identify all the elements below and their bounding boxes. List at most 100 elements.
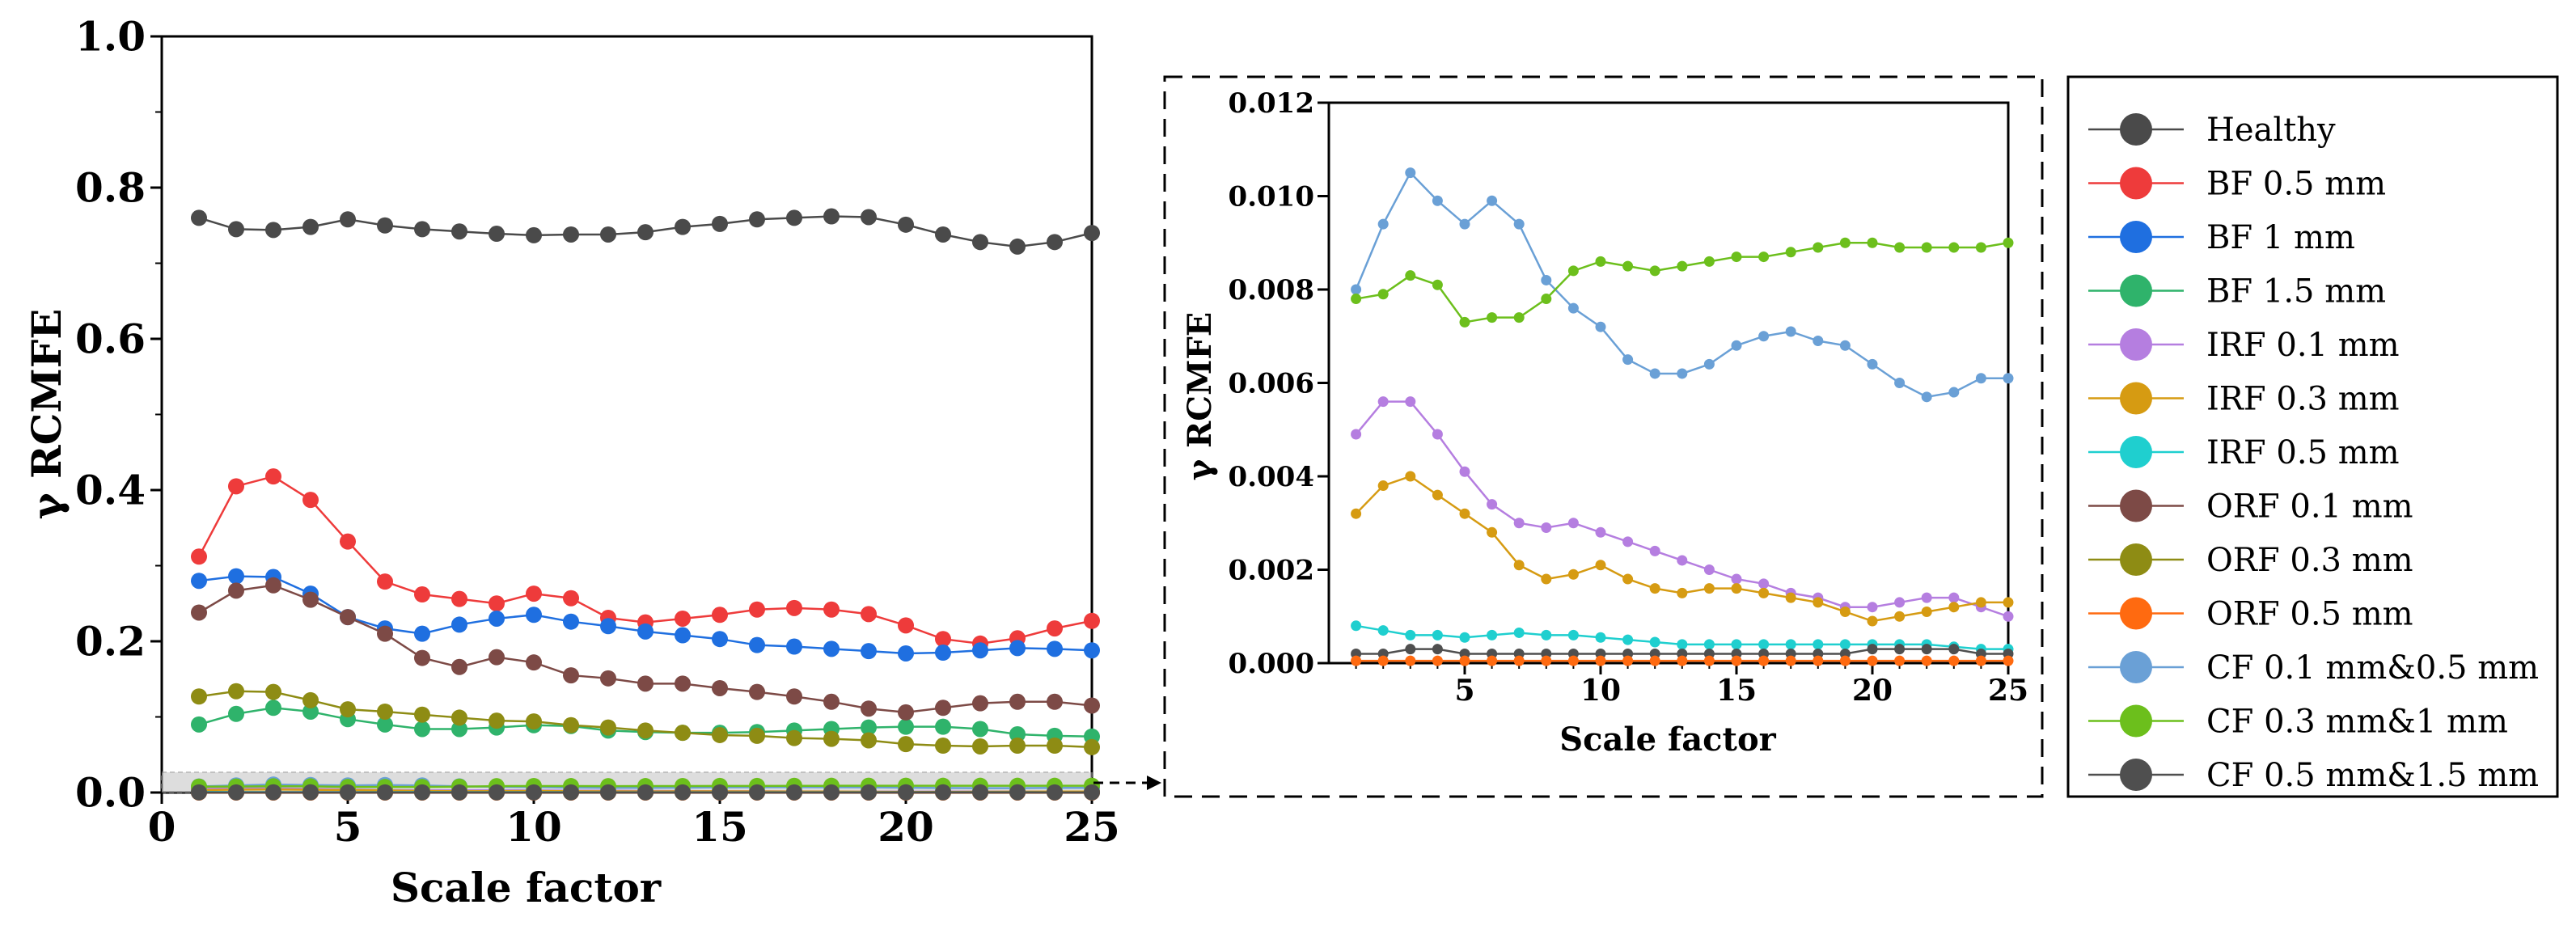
legend-marker-cf05 <box>2120 759 2152 791</box>
inset-x-tick-label: 25 <box>1988 674 2028 708</box>
main-point-bf1 <box>675 627 691 644</box>
inset-point-orf05 <box>1731 655 1742 666</box>
main-point-bf05 <box>1084 612 1100 629</box>
inset-point-irf01 <box>1948 592 1960 603</box>
inset-point-irf03 <box>1894 611 1906 622</box>
inset-point-cf01 <box>1677 368 1688 379</box>
inset-point-cf03 <box>1813 242 1824 253</box>
inset-point-orf05 <box>1377 655 1389 666</box>
legend-marker-healthy <box>2120 113 2152 146</box>
main-point-cf05 <box>712 784 728 801</box>
main-series-bf05 <box>191 468 1100 652</box>
inset-point-irf05 <box>1513 627 1525 638</box>
main-point-orf01 <box>191 604 207 621</box>
inset-point-irf01 <box>1921 592 1932 603</box>
main-point-bf1 <box>414 625 430 642</box>
inset-series-cf03 <box>1351 237 2014 328</box>
main-point-healthy <box>823 208 840 225</box>
main-point-bf05 <box>489 595 505 612</box>
main-point-bf05 <box>712 607 728 624</box>
inset-point-cf01 <box>1839 340 1851 351</box>
inset-point-cf01 <box>1921 391 1932 403</box>
main-point-orf03 <box>563 717 579 733</box>
inset-point-cf01 <box>1948 387 1960 398</box>
main-point-cf05 <box>1084 784 1100 801</box>
main-point-cf05 <box>861 784 877 801</box>
main-point-bf15 <box>302 703 319 720</box>
inset-y-tick-label: 0.010 <box>1229 180 1314 213</box>
main-point-bf15 <box>228 705 244 722</box>
inset-point-irf01 <box>1487 499 1498 510</box>
main-point-bf1 <box>823 640 840 657</box>
main-point-orf01 <box>1009 693 1026 710</box>
inset-point-irf03 <box>1567 569 1579 580</box>
main-point-healthy <box>1084 225 1100 242</box>
legend: Healthy BF 0.5 mm BF 1 mm BF 1.5 mm IRF 0.1 … <box>2066 75 2559 798</box>
main-point-orf03 <box>1009 738 1026 755</box>
inset-point-irf05 <box>1703 639 1715 650</box>
main-point-bf15 <box>935 718 951 735</box>
inset-point-orf05 <box>1541 655 1552 666</box>
main-point-cf05 <box>898 784 914 801</box>
inset-y-axis-label: γ RCMFE <box>1181 312 1219 481</box>
inset-point-irf03 <box>1758 587 1770 598</box>
inset-point-cf01 <box>1541 274 1552 285</box>
inset-point-cf03 <box>1867 237 1878 248</box>
inset-point-irf01 <box>1459 466 1470 477</box>
main-point-cf05 <box>489 784 505 801</box>
main-point-healthy <box>563 226 579 243</box>
legend-label-cf05: CF 0.5 mm&1.5 mm <box>2206 757 2539 794</box>
inset-point-orf05 <box>1785 655 1796 666</box>
inset-point-cf01 <box>1487 195 1498 206</box>
legend-label-orf01: ORF 0.1 mm <box>2206 488 2413 526</box>
main-point-orf03 <box>1084 738 1100 755</box>
inset-series-irf03 <box>1351 471 2014 627</box>
main-point-orf01 <box>1047 693 1063 710</box>
inset-point-irf01 <box>1541 522 1552 534</box>
main-point-healthy <box>451 223 467 240</box>
main-point-orf01 <box>377 625 393 642</box>
main-point-cf05 <box>451 784 467 801</box>
main-point-orf01 <box>712 679 728 696</box>
inset-point-irf05 <box>1595 632 1606 643</box>
inset-point-irf01 <box>1731 573 1742 585</box>
inset-point-irf03 <box>1459 508 1470 519</box>
main-point-healthy <box>228 221 244 238</box>
main-point-orf03 <box>600 719 616 736</box>
inset-point-irf03 <box>1677 587 1688 598</box>
inset-point-cf05 <box>1432 644 1443 655</box>
inset-point-irf05 <box>1459 632 1470 643</box>
main-point-bf1 <box>972 642 988 659</box>
legend-marker-orf03 <box>2120 543 2152 576</box>
main-series-orf01 <box>191 577 1100 721</box>
main-point-bf1 <box>898 645 914 662</box>
main-point-bf1 <box>786 638 802 655</box>
inset-point-orf05 <box>1975 655 1986 666</box>
legend-label-irf03: IRF 0.3 mm <box>2206 381 2400 418</box>
main-point-cf05 <box>749 784 765 801</box>
inset-point-orf05 <box>1622 655 1634 666</box>
legend-marker-cf03 <box>2120 704 2152 738</box>
main-point-bf1 <box>1084 642 1100 659</box>
main-point-healthy <box>600 226 616 243</box>
main-point-orf03 <box>302 691 319 708</box>
inset-point-irf01 <box>1513 518 1525 529</box>
legend-item-cf03: CF 0.3 mm&1 mm <box>2088 704 2508 741</box>
main-point-bf05 <box>563 590 579 607</box>
main-point-healthy <box>489 226 505 243</box>
inset-point-irf01 <box>1677 555 1688 566</box>
main-point-bf05 <box>302 492 319 509</box>
inset-point-cf03 <box>1649 265 1660 277</box>
main-point-bf05 <box>340 533 356 550</box>
inset-point-orf05 <box>1567 655 1579 666</box>
main-point-bf15 <box>451 721 467 738</box>
main-point-bf05 <box>377 573 393 590</box>
main-point-orf01 <box>228 582 244 599</box>
main-point-bf1 <box>1047 640 1063 657</box>
main-point-orf01 <box>935 700 951 717</box>
main-point-orf01 <box>340 609 356 626</box>
inset-point-orf05 <box>1405 655 1416 666</box>
legend-item-orf03: ORF 0.3 mm <box>2088 542 2413 579</box>
inset-point-irf01 <box>1405 396 1416 408</box>
main-point-bf15 <box>861 719 877 736</box>
